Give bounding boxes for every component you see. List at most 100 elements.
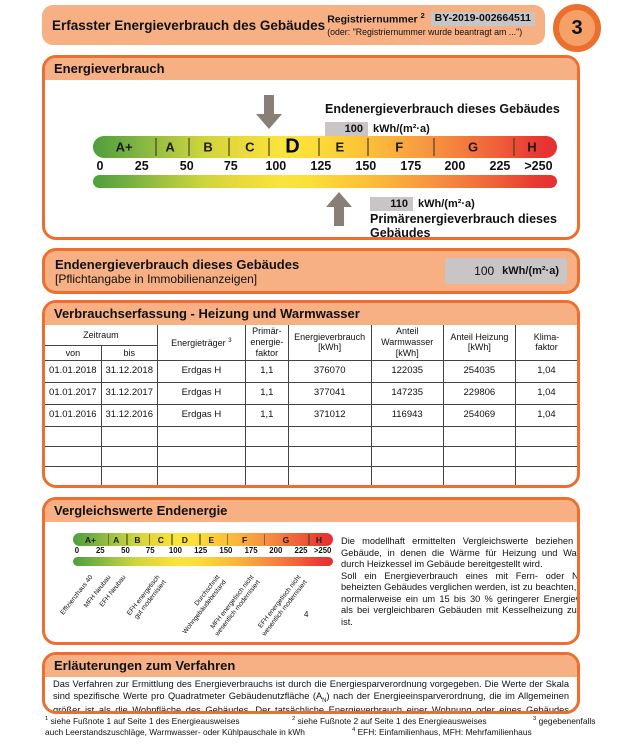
- page-title: Erfasster Energieverbrauch des Gebäudes: [52, 17, 326, 33]
- section-energieverbrauch: Energieverbrauch Endenergieverbrauch die…: [42, 55, 580, 240]
- section-vergleichswerte: Vergleichswerte Endenergie A+ A B C D E …: [42, 497, 580, 645]
- scale-letter: E: [335, 139, 345, 155]
- section-endenergie-banner: Endenergieverbrauch dieses Gebäudes [Pfl…: [42, 248, 580, 294]
- footnote-1: 1 siehe Fußnote 1 auf Seite 1 des Energi…: [45, 716, 240, 726]
- primaerenergie-value: 110: [370, 197, 413, 211]
- up-arrow-icon: [326, 192, 352, 226]
- comparison-scale-letters: A+ A B C D E F G H: [73, 533, 333, 546]
- scale-tick: 150: [219, 546, 233, 555]
- endenergie-value-row: 100 kWh/(m²·a): [325, 119, 430, 137]
- banner-subtitle: [Pflichtangabe in Immobilienanzeigen]: [55, 271, 258, 286]
- cell-verbrauch: 371012: [287, 403, 372, 427]
- cell-von: 01.01.2018: [45, 359, 102, 383]
- col-header-zeitraum: Zeitraum: [45, 324, 158, 347]
- endenergie-value: 100: [325, 122, 368, 136]
- col-header-primaerfaktor: Primär- energie- faktor: [244, 324, 289, 361]
- section-verbrauchserfassung: Verbrauchserfassung - Heizung und Warmwa…: [42, 300, 580, 488]
- table-row: 01.01.2017 31.12.2017 Erdgas H 1,1 37704…: [45, 381, 577, 405]
- scale-letter: G: [282, 534, 290, 545]
- scale-tick: >250: [313, 546, 332, 555]
- scale-tick: 25: [134, 159, 149, 173]
- scale-letter: C: [157, 534, 164, 545]
- footnote-4: 4 EFH: Einfamilienhaus, MFH: Mehrfamilie…: [352, 727, 532, 737]
- energy-scale-ticks: 0 25 50 75 100 125 150 175 200 225 >250: [93, 158, 557, 175]
- cell-von: 01.01.2016: [45, 403, 102, 427]
- section-vergleichswerte-title: Vergleichswerte Endenergie: [45, 500, 577, 523]
- cell-verbrauch: 377041: [287, 381, 372, 405]
- erlaeuterungen-text: Das Verfahren zur Ermittlung des Energie…: [53, 679, 569, 714]
- table-row-empty: [45, 465, 577, 485]
- scale-letter: B: [134, 534, 141, 545]
- registration-number: BY-2019-002664511: [430, 12, 535, 27]
- scale-letter: G: [467, 139, 479, 155]
- scale-tick: 225: [489, 159, 511, 173]
- cell-klima: 1,04: [514, 381, 577, 405]
- scale-letter: C: [245, 139, 255, 155]
- cell-von: 01.01.2017: [45, 381, 102, 405]
- cell-warmwasser: 122035: [370, 359, 444, 383]
- cell-klima: 1,04: [514, 403, 577, 427]
- scale-letter: D: [181, 534, 188, 545]
- scale-tick: 175: [400, 159, 422, 173]
- scale-tick: >250: [524, 159, 553, 173]
- energy-scale-gradient-bar: [93, 175, 557, 188]
- consumption-table: Zeitraum Energieträger 3 Primär- energie…: [45, 324, 577, 485]
- cell-bis: 31.12.2018: [100, 359, 158, 383]
- scale-tick: 75: [145, 546, 155, 555]
- cell-heizung: 254035: [442, 359, 516, 383]
- comparison-label: EFH energetisch gut modernisiert: [125, 574, 168, 621]
- scale-letter-highlighted: D: [285, 135, 300, 158]
- scale-tick: 100: [265, 159, 287, 173]
- comparison-scale-ticks: 0 25 50 75 100 125 150 175 200 225 >250: [73, 546, 333, 557]
- comparison-scale-gradient-bar: [73, 557, 333, 566]
- cell-verbrauch: 376070: [287, 359, 372, 383]
- scale-letter: A+: [84, 534, 96, 545]
- scale-letter: E: [208, 534, 215, 545]
- banner-unit: kWh/(m²·a): [502, 265, 559, 277]
- down-arrow-icon: [256, 95, 282, 129]
- footnote-2: 2 siehe Fußnote 2 auf Seite 1 des Energi…: [292, 716, 487, 726]
- scale-tick: 225: [294, 546, 308, 555]
- scale-tick: 200: [444, 159, 466, 173]
- cell-bis: 31.12.2016: [100, 403, 158, 427]
- scale-letter: H: [315, 534, 323, 545]
- scale-tick: 0: [74, 546, 80, 555]
- cell-heizung: 229806: [442, 381, 516, 405]
- table-row: 01.01.2018 31.12.2018 Erdgas H 1,1 37607…: [45, 359, 577, 383]
- cell-traeger: Erdgas H: [156, 359, 246, 383]
- section-erlaeuterungen-title: Erläuterungen zum Verfahren: [45, 655, 577, 678]
- scale-letter: A+: [115, 139, 133, 155]
- col-header-energietraeger: Energieträger 3: [156, 324, 246, 361]
- scale-tick: 125: [310, 159, 332, 173]
- table-row-empty: [45, 425, 577, 447]
- cell-bis: 31.12.2017: [100, 381, 158, 405]
- comparison-scale: A+ A B C D E F G H 0 25 50 75 100 125 15…: [73, 533, 333, 566]
- col-header-energieverbrauch: Energieverbrauch [kWh]: [287, 324, 372, 361]
- registration-label: Registriernummer 2: [327, 11, 425, 26]
- comparison-paragraph-2: Soll ein Energieverbrauch eines mit Fern…: [341, 570, 580, 627]
- cell-traeger: Erdgas H: [156, 381, 246, 405]
- comparison-label: EFH energetisch nicht wesentlich modernis…: [257, 574, 309, 638]
- comparison-paragraph-1: Die modellhaft ermittelten Vergleichswer…: [341, 536, 580, 570]
- scale-tick: 175: [244, 546, 258, 555]
- scale-tick: 75: [223, 159, 238, 173]
- col-header-klimafaktor: Klima- faktor: [514, 324, 577, 361]
- scale-letter: H: [527, 139, 537, 155]
- primaerenergie-label: Primärenergieverbrauch dieses Gebäudes: [370, 212, 557, 240]
- cell-warmwasser: 116943: [370, 403, 444, 427]
- endenergie-unit: kWh/(m²·a): [373, 123, 430, 135]
- footnote-marker-4: 4: [304, 610, 309, 619]
- section-erlaeuterungen: Erläuterungen zum Verfahren Das Verfahre…: [42, 652, 580, 714]
- banner-value-box: 100 kWh/(m²·a): [445, 258, 567, 284]
- scale-tick: 25: [95, 546, 105, 555]
- primaerenergie-value-row: 110 kWh/(m²·a): [370, 194, 475, 212]
- banner-title: Endenergieverbrauch dieses Gebäudes: [55, 256, 300, 272]
- page-number-badge: 3: [553, 4, 601, 52]
- col-header-bis: bis: [100, 345, 158, 361]
- cell-faktor: 1,1: [244, 381, 289, 405]
- registration-block: Registriernummer 2 BY-2019-002664511 (od…: [327, 11, 535, 39]
- comparison-explanation: Die modellhaft ermittelten Vergleichswer…: [341, 536, 580, 628]
- scale-letter: B: [203, 139, 213, 155]
- scale-tick: 0: [96, 159, 104, 173]
- endenergie-label: Endenergieverbrauch dieses Gebäudes: [325, 102, 560, 116]
